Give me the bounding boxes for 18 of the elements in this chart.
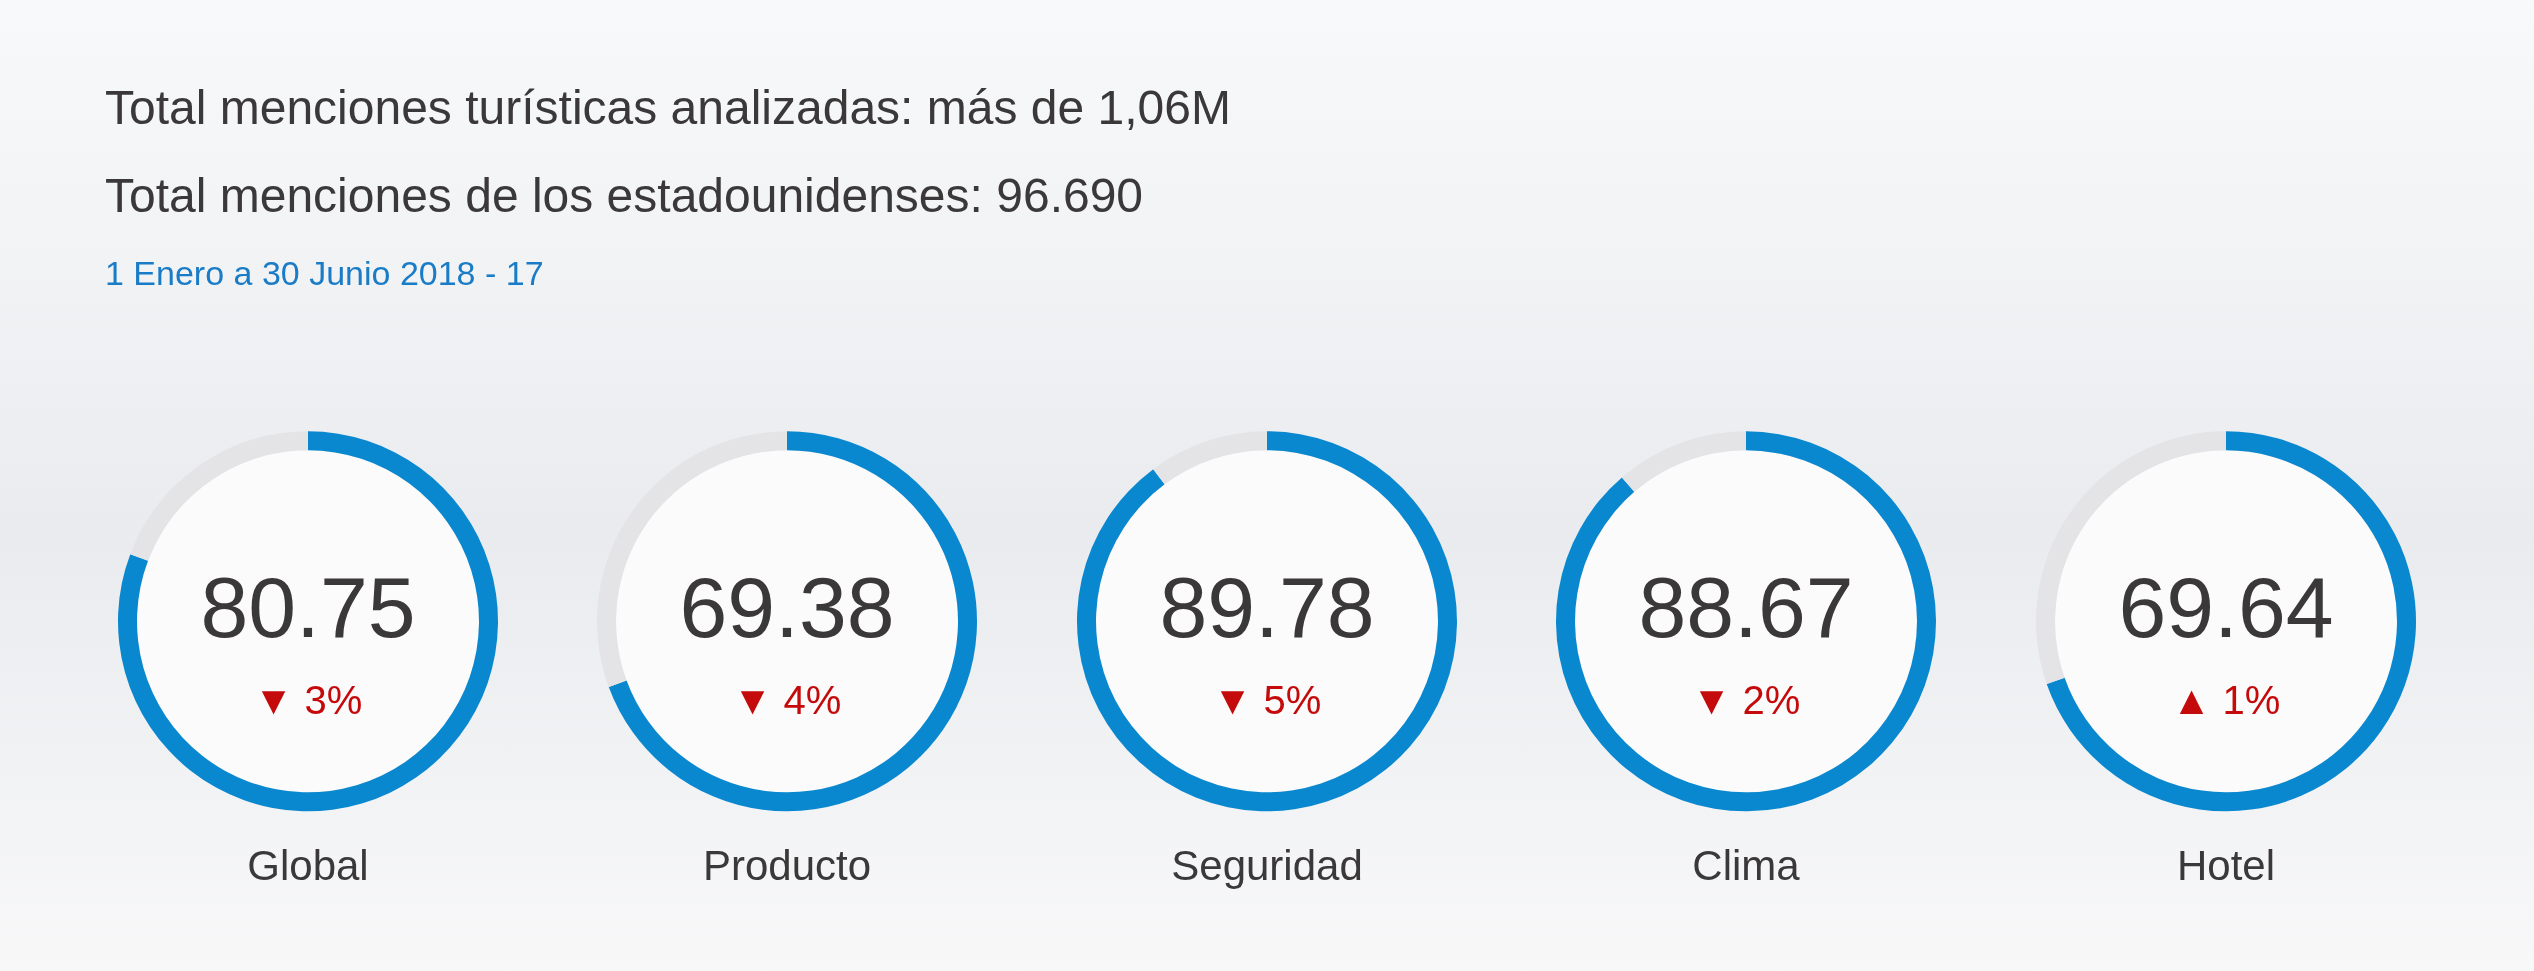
text: Total menciones turísticas analizadas: más de 1,06M: [105, 81, 1231, 134]
text: ▼ 2%: [1692, 678, 1801, 723]
data-label: 69.38: [679, 559, 895, 656]
text: Seguridad: [1170, 842, 1363, 890]
text: Global: [246, 842, 369, 890]
text: Hotel: [2176, 842, 2275, 890]
data-label: 89.78: [1159, 559, 1375, 656]
text: ▼ 4%: [732, 678, 842, 723]
text: ▲ 1%: [2171, 678, 2281, 723]
text: 1 Enero a 30 Junio 2018 - 17: [105, 254, 544, 292]
text: Producto: [703, 842, 872, 890]
text: Clima: [1692, 842, 1801, 890]
data-label: 80.75: [199, 559, 416, 656]
text: Total menciones de los estadounidenses: 96.690: [105, 169, 1144, 222]
data-label: 69.64: [2118, 559, 2334, 656]
data-label: 88.67: [1638, 559, 1854, 656]
text: ▼ 5%: [1212, 678, 1321, 723]
text: ▼ 3%: [253, 678, 362, 723]
